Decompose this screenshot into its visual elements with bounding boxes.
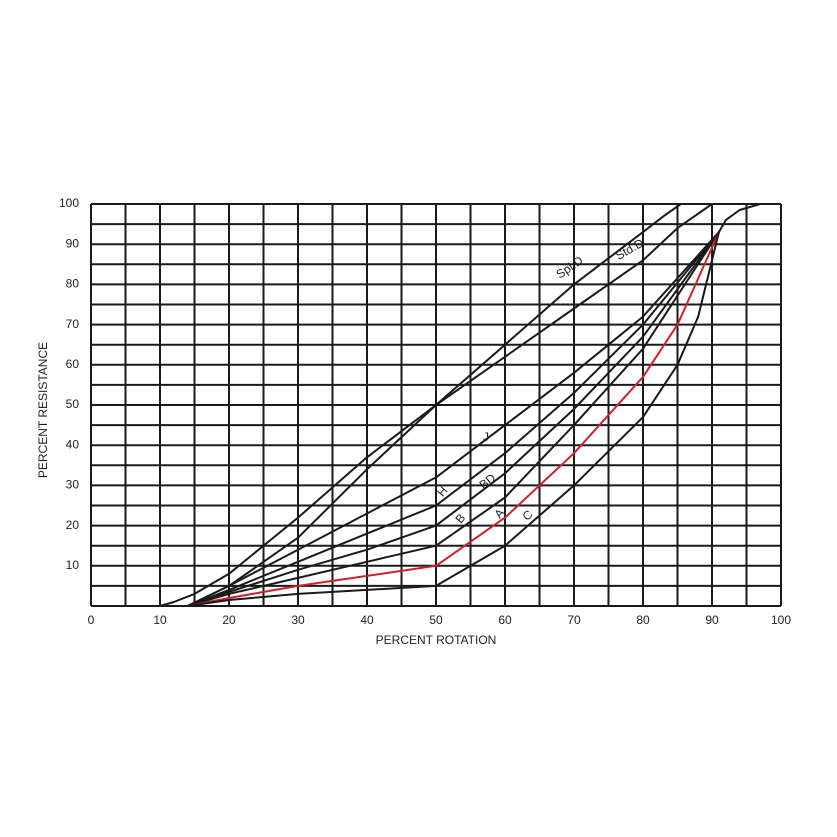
y-axis-title: PERCENT RESISTANCE [36, 342, 50, 478]
x-tick-label: 80 [636, 613, 650, 627]
y-tick-label: 40 [66, 437, 80, 451]
curve [187, 231, 720, 607]
x-tick-label: 20 [222, 613, 236, 627]
y-tick-label: 70 [66, 317, 80, 331]
x-tick-label: 90 [705, 613, 719, 627]
y-tick-label: 10 [66, 558, 80, 572]
y-tick-label: 30 [66, 478, 80, 492]
curve-label: J [483, 430, 489, 444]
y-tick-label: 20 [66, 518, 80, 532]
x-tick-label: 100 [771, 613, 791, 627]
curve-label: BD [477, 470, 499, 492]
x-tick-label: 40 [360, 613, 374, 627]
x-tick-label: 70 [567, 613, 581, 627]
curve-label: Std.D [613, 236, 646, 263]
curve [187, 203, 761, 607]
x-tick-label: 0 [88, 613, 95, 627]
x-tick-label: 60 [498, 613, 512, 627]
y-tick-label: 90 [66, 236, 80, 250]
curve [187, 231, 720, 607]
curve [187, 231, 720, 607]
y-tick-label: 100 [59, 196, 79, 210]
y-tick-label: 50 [66, 397, 80, 411]
y-tick-label: 80 [66, 277, 80, 291]
y-tick-label: 60 [66, 357, 80, 371]
curve-label: Spl.D [553, 253, 585, 281]
x-tick-label: 50 [429, 613, 443, 627]
x-tick-label: 30 [291, 613, 305, 627]
curve [159, 203, 682, 607]
curve [187, 231, 720, 607]
x-axis-title: PERCENT ROTATION [376, 633, 497, 647]
curve [187, 203, 713, 607]
curve [187, 231, 720, 607]
x-tick-label: 10 [153, 613, 167, 627]
